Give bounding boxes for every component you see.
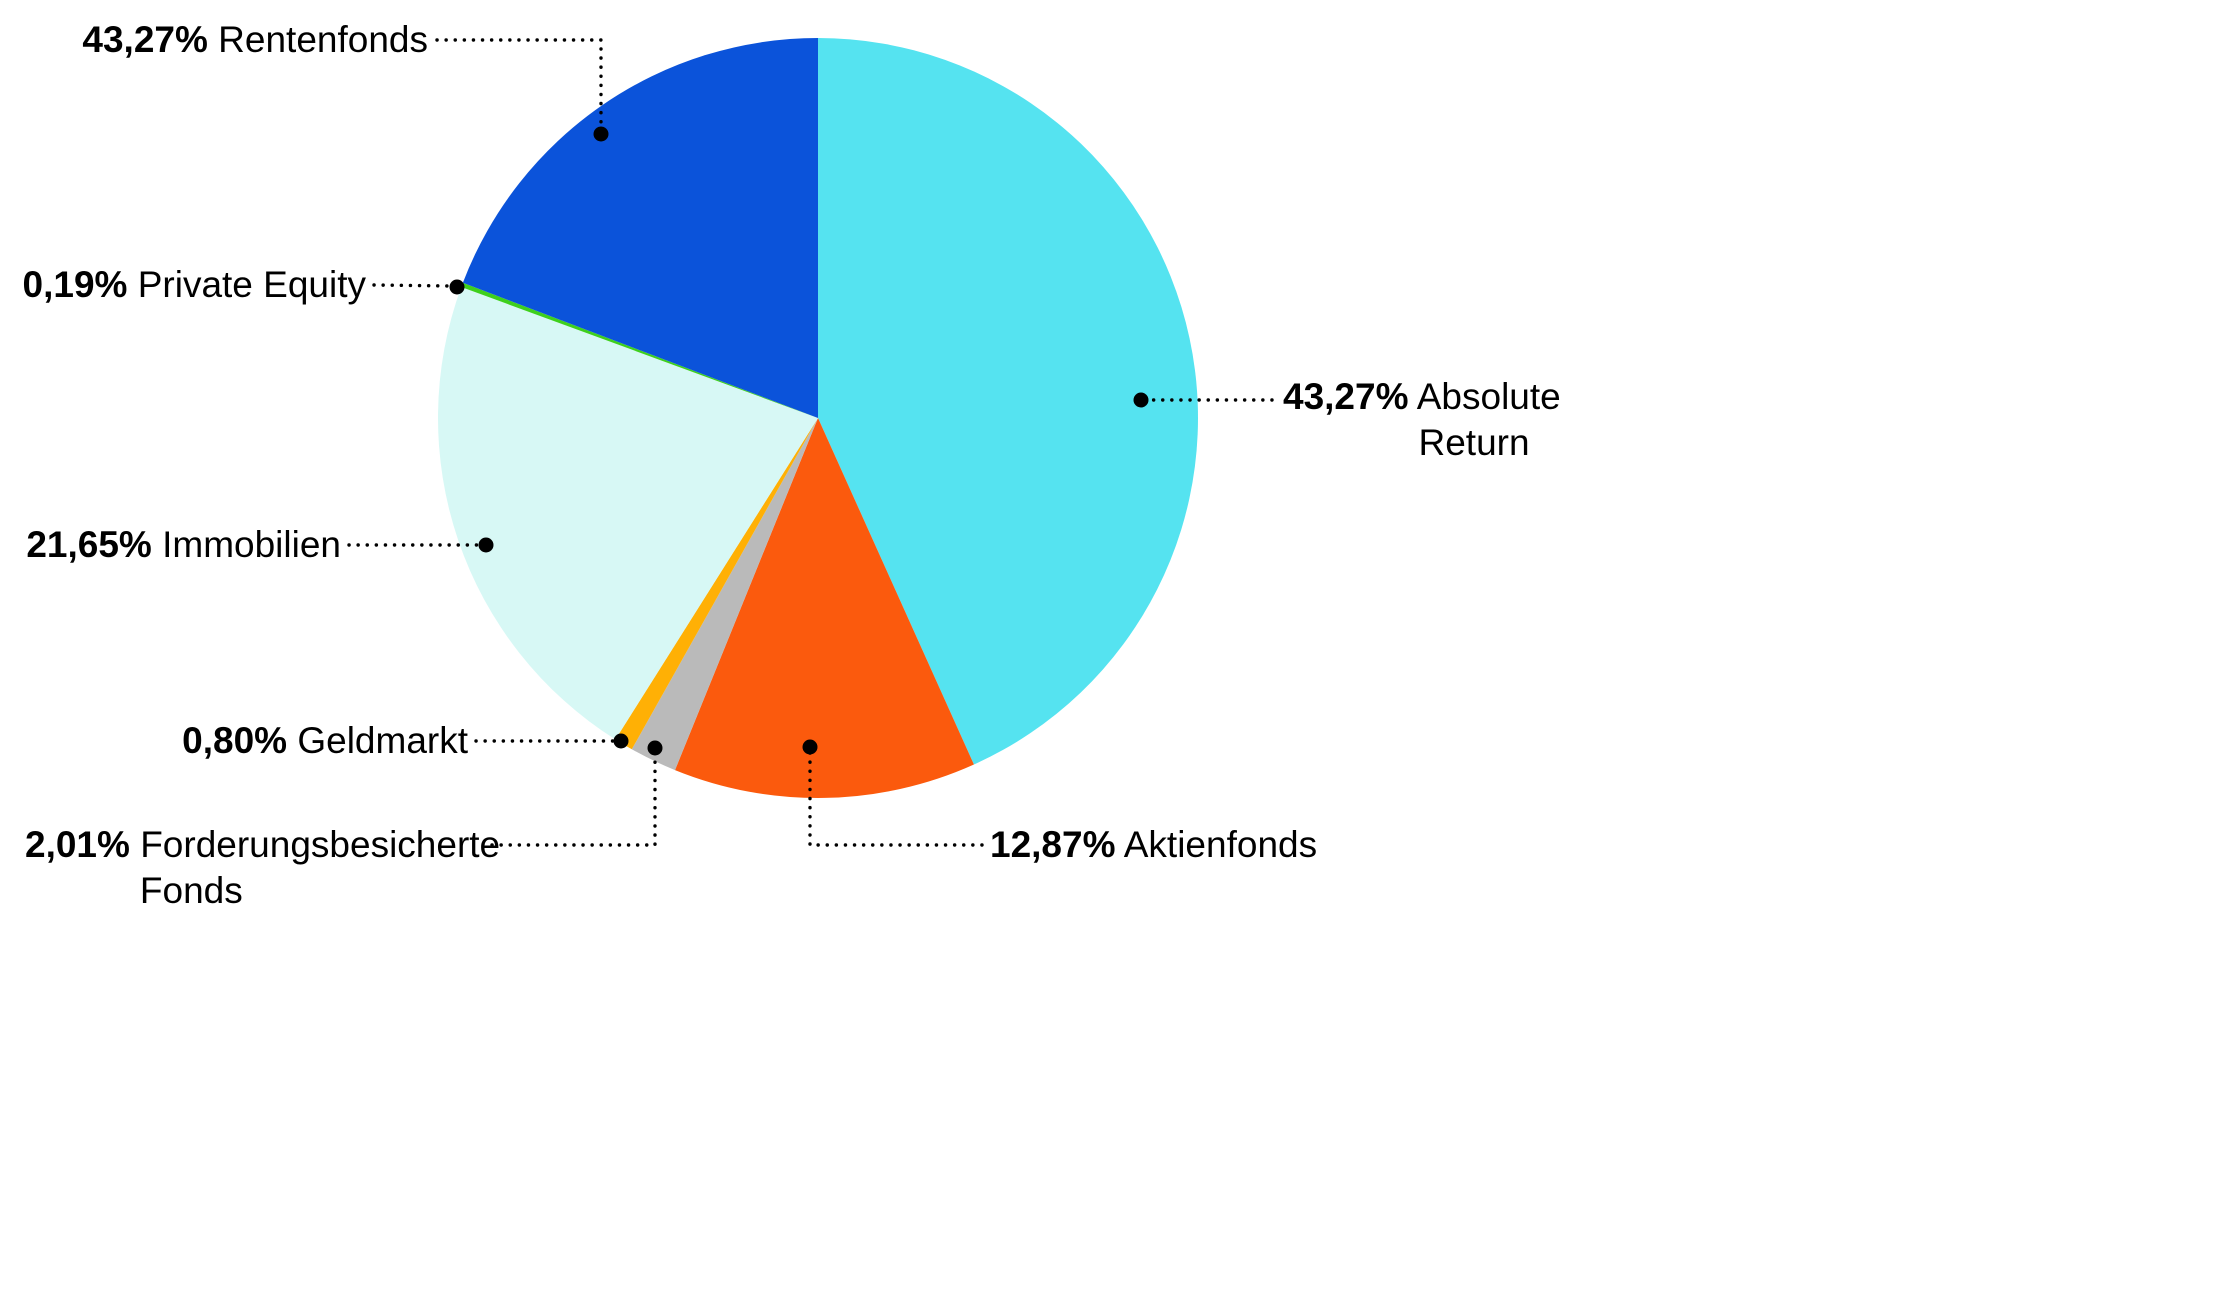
pie-slice-aktienfonds xyxy=(675,418,974,798)
pie-slice-forderungsbesicherte-fonds xyxy=(631,418,818,771)
pie-slice-rentenfonds xyxy=(462,38,818,418)
label-dot-absolute-return xyxy=(1133,392,1149,408)
label-dot-forderungsbesicherte-fonds xyxy=(647,740,663,756)
pie-slices xyxy=(438,38,1199,798)
leader-line-forderungsbesicherte-fonds xyxy=(490,752,657,847)
label-dot-rentenfonds xyxy=(593,126,609,142)
leader-lines xyxy=(347,38,1274,847)
leader-line-aktienfonds xyxy=(808,751,984,847)
pie-slice-geldmarkt xyxy=(615,418,818,750)
label-dot-aktienfonds xyxy=(802,739,818,755)
leader-line-private-equity xyxy=(372,283,454,288)
label-dot-geldmarkt xyxy=(613,733,629,749)
leader-line-rentenfonds xyxy=(435,38,603,132)
pie-slice-immobilien xyxy=(438,287,818,740)
label-dot-private-equity xyxy=(449,279,465,295)
pie-slice-private-equity xyxy=(461,282,818,418)
pie-slice-absolute-return xyxy=(818,38,1199,765)
label-dot-immobilien xyxy=(478,537,494,553)
